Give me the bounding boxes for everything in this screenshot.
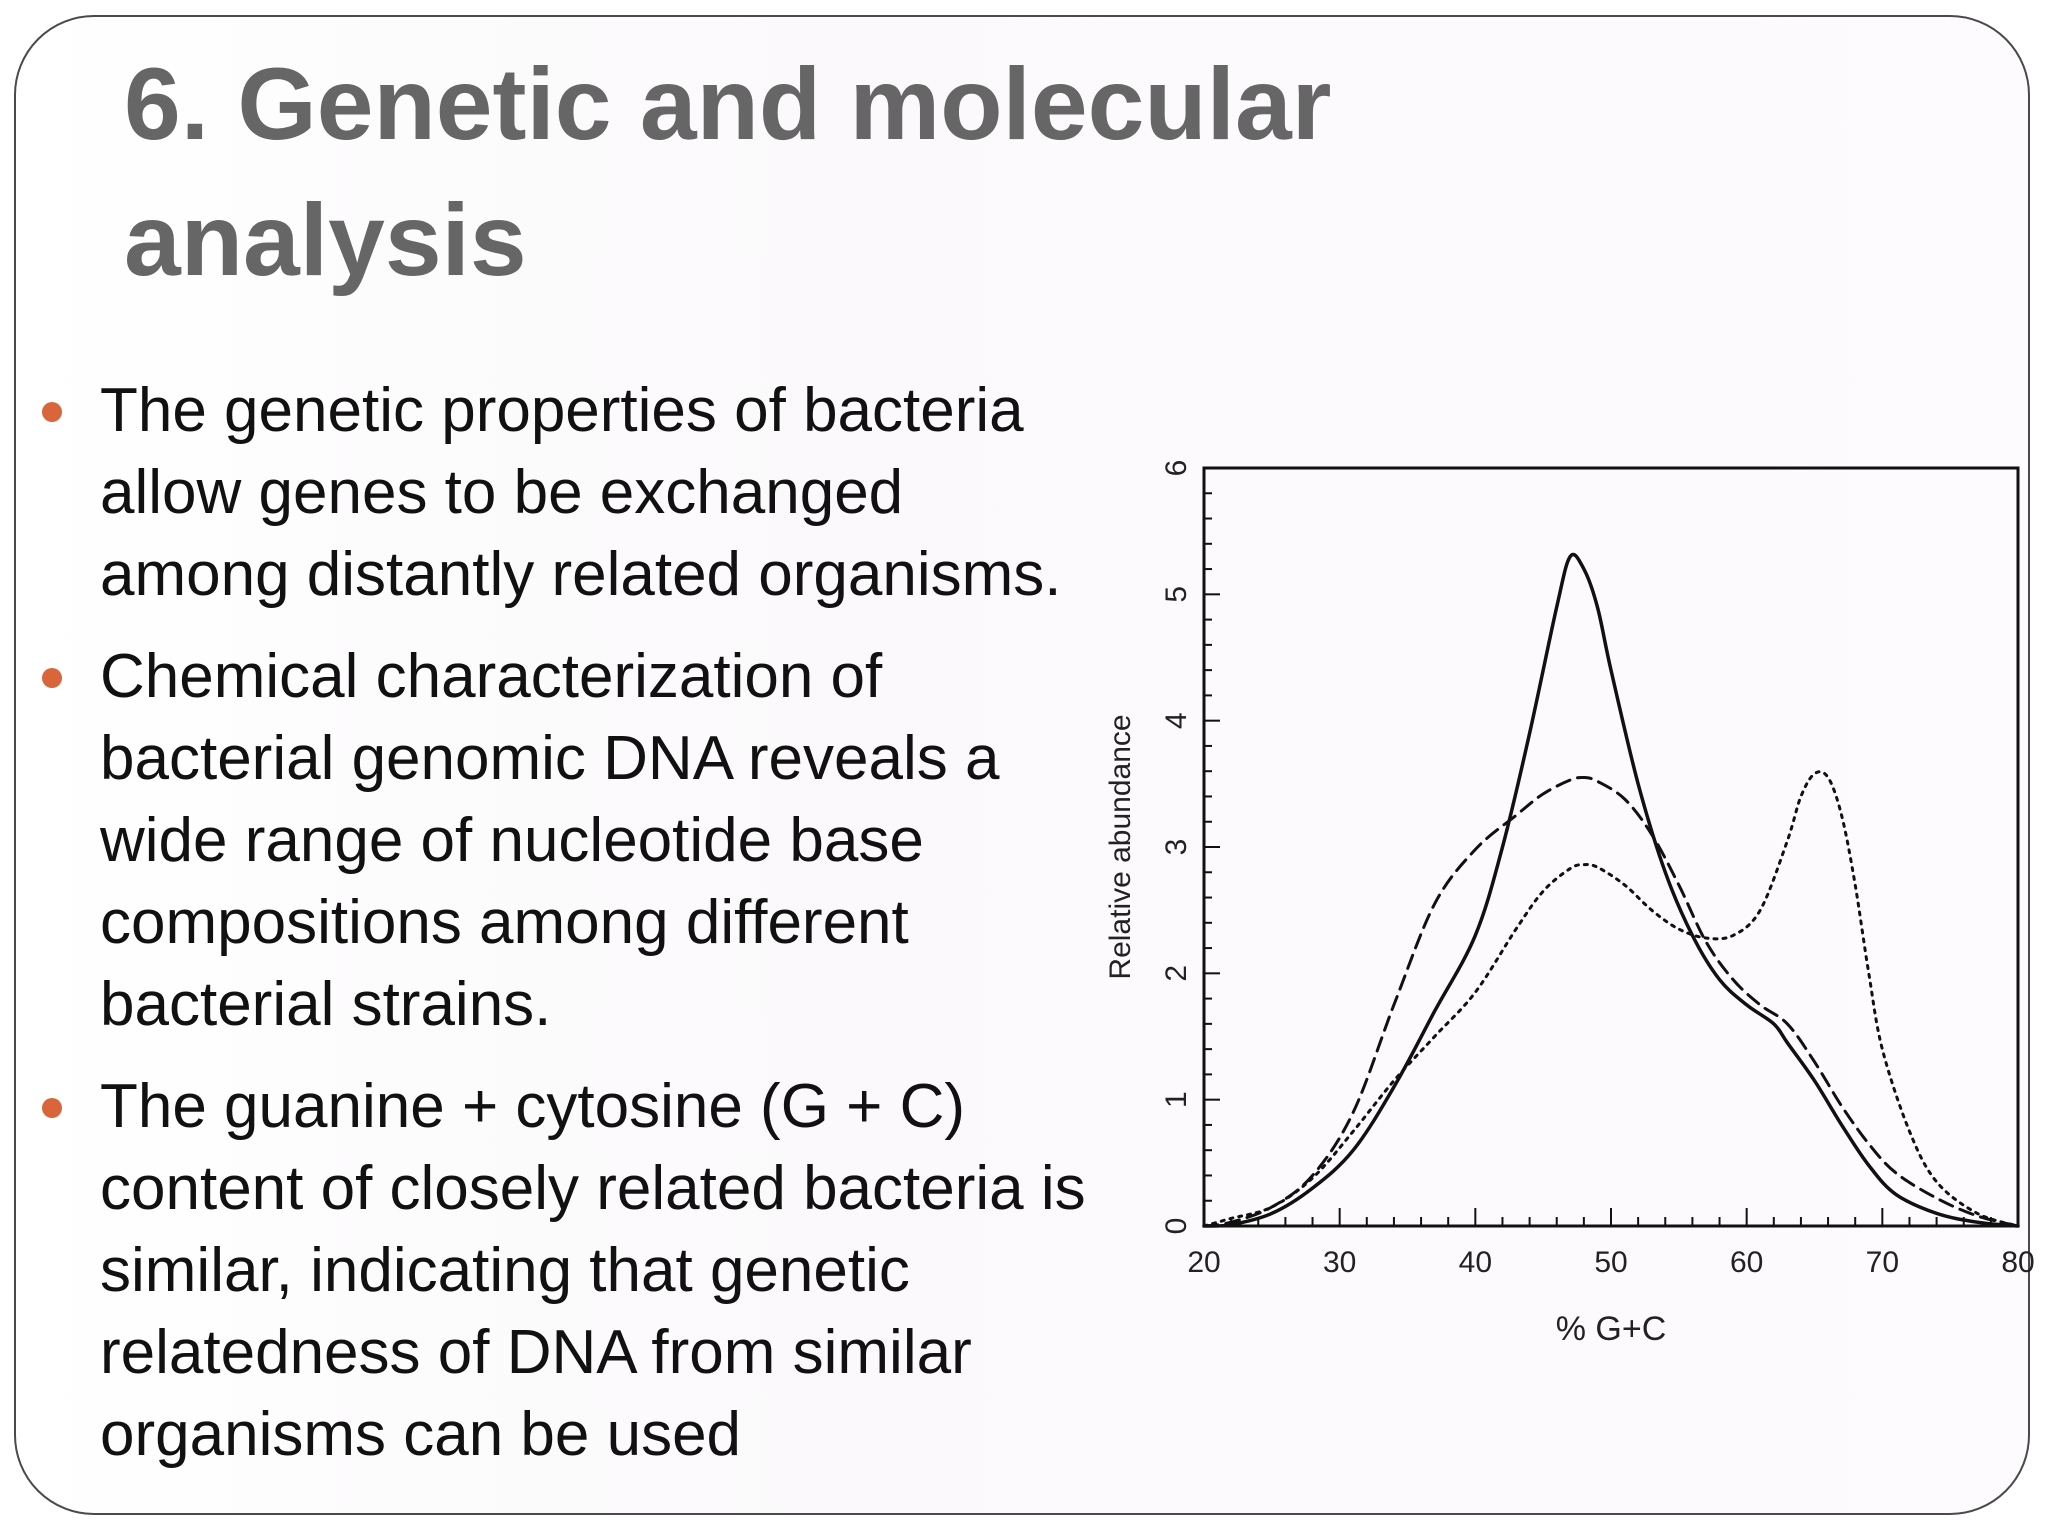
y-tick-label: 0 [1160, 1218, 1193, 1235]
y-tick-label: 5 [1160, 586, 1193, 603]
slide-title: 6. Genetic and molecular analysis [124, 47, 1332, 297]
x-tick-label: 80 [2001, 1246, 2034, 1279]
series-layer [1202, 552, 2020, 1228]
bullet-text: Chemical characterization of bacterial g… [100, 642, 1000, 1039]
x-tick-label: 60 [1730, 1246, 1763, 1279]
bullet-item: Chemical characterization of bacterial g… [38, 636, 1098, 1046]
bullet-text: The genetic properties of bacteria allow… [100, 376, 1062, 609]
x-tick-label: 50 [1594, 1246, 1627, 1279]
x-tick-label: 70 [1866, 1246, 1899, 1279]
series-dashed-line [1202, 775, 2020, 1228]
y-tick-label: 3 [1160, 839, 1193, 856]
y-tick-label: 2 [1160, 965, 1193, 982]
y-axis-label: Relative abundance [1104, 714, 1137, 979]
bullet-dot-icon [42, 668, 62, 688]
slide-frame [14, 15, 2030, 1515]
bullet-text: The guanine + cytosine (G + C) content o… [100, 1072, 1086, 1469]
series-solid-line [1202, 552, 2020, 1228]
y-tick-label: 1 [1160, 1091, 1193, 1108]
bullet-dot-icon [42, 1098, 62, 1118]
x-tick-label: 20 [1187, 1246, 1220, 1279]
x-tick-label: 30 [1323, 1246, 1356, 1279]
series-dotted-line [1202, 770, 2020, 1228]
plot-frame [1202, 466, 2020, 1228]
minor-ticks [1203, 467, 2019, 1227]
bullet-dot-icon [42, 402, 62, 422]
x-axis-ticks: 20 30 40 50 60 70 80 [1187, 1246, 2034, 1279]
gc-content-chart: 20 30 40 50 60 70 80 0 1 2 3 4 5 6 % G+C Relative ab… [1104, 460, 2035, 1348]
bullet-item: The guanine + cytosine (G + C) content o… [38, 1066, 1098, 1476]
bullet-list: The genetic properties of bacteria allow… [38, 370, 1098, 1496]
bullet-item: The genetic properties of bacteria allow… [38, 370, 1098, 616]
y-tick-label: 6 [1160, 460, 1193, 477]
x-tick-label: 40 [1459, 1246, 1492, 1279]
y-tick-label: 4 [1160, 712, 1193, 729]
y-axis-ticks: 0 1 2 3 4 5 6 [1160, 460, 1193, 1235]
x-axis-label: % G+C [1556, 1310, 1667, 1348]
